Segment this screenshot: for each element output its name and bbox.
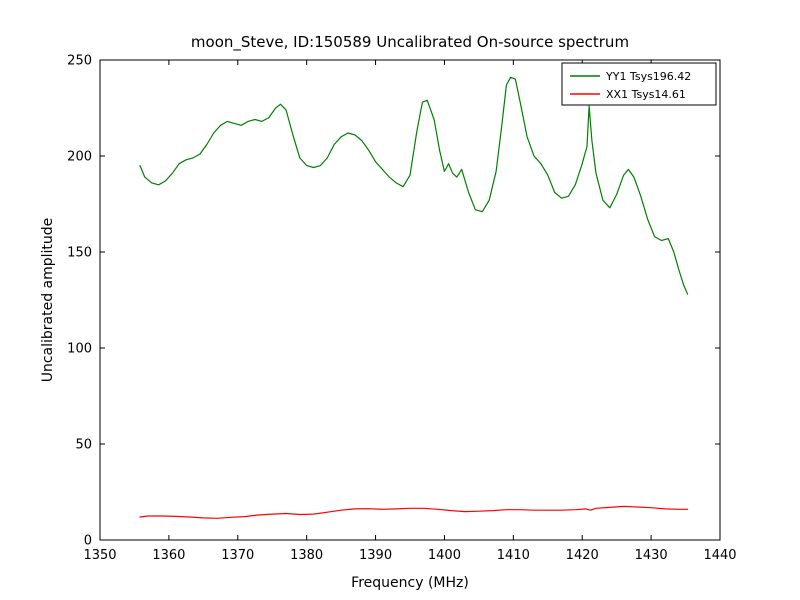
x-tick-label: 1390	[359, 548, 392, 563]
y-axis-label: Uncalibrated amplitude	[40, 218, 56, 383]
x-tick-label: 1380	[290, 548, 323, 563]
x-tick-label: 1430	[635, 548, 668, 563]
x-tick-label: 1440	[703, 548, 736, 563]
series-line-1	[139, 505, 689, 519]
x-axis-label: Frequency (MHz)	[351, 575, 469, 591]
series-lines	[139, 76, 689, 519]
x-tick-label: 1400	[428, 548, 461, 563]
x-tick-label: 1360	[152, 548, 185, 563]
legend-label-yy1: YY1 Tsys196.42	[605, 70, 691, 83]
y-tick-label: 100	[67, 342, 92, 357]
x-tick-label: 1370	[221, 548, 254, 563]
legend-box	[561, 62, 717, 106]
y-tick-label: 150	[67, 246, 92, 261]
chart-title: moon_Steve, ID:150589 Uncalibrated On-so…	[191, 33, 629, 52]
y-tick-label: 0	[84, 534, 92, 549]
legend-label-xx1: XX1 Tsys14.61	[606, 88, 686, 101]
y-tick-label: 250	[67, 54, 92, 69]
axis-ticks: 1350 1360 1370 1380 1390 1400 1410 1420 1430 1440…	[67, 54, 736, 564]
series-line-0	[139, 76, 689, 295]
x-tick-label: 1410	[497, 548, 530, 563]
legend: YY1 Tsys196.42 XX1 Tsys14.61	[561, 62, 717, 106]
y-tick-label: 200	[67, 150, 92, 165]
x-tick-label: 1350	[83, 548, 116, 563]
x-tick-label: 1420	[566, 548, 599, 563]
y-tick-label: 50	[75, 438, 92, 453]
plot-area	[99, 59, 721, 541]
